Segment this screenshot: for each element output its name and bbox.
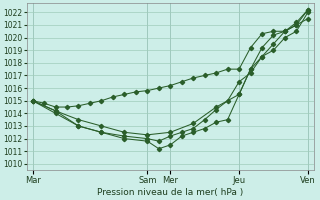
X-axis label: Pression niveau de la mer( hPa ): Pression niveau de la mer( hPa ): [97, 188, 244, 197]
